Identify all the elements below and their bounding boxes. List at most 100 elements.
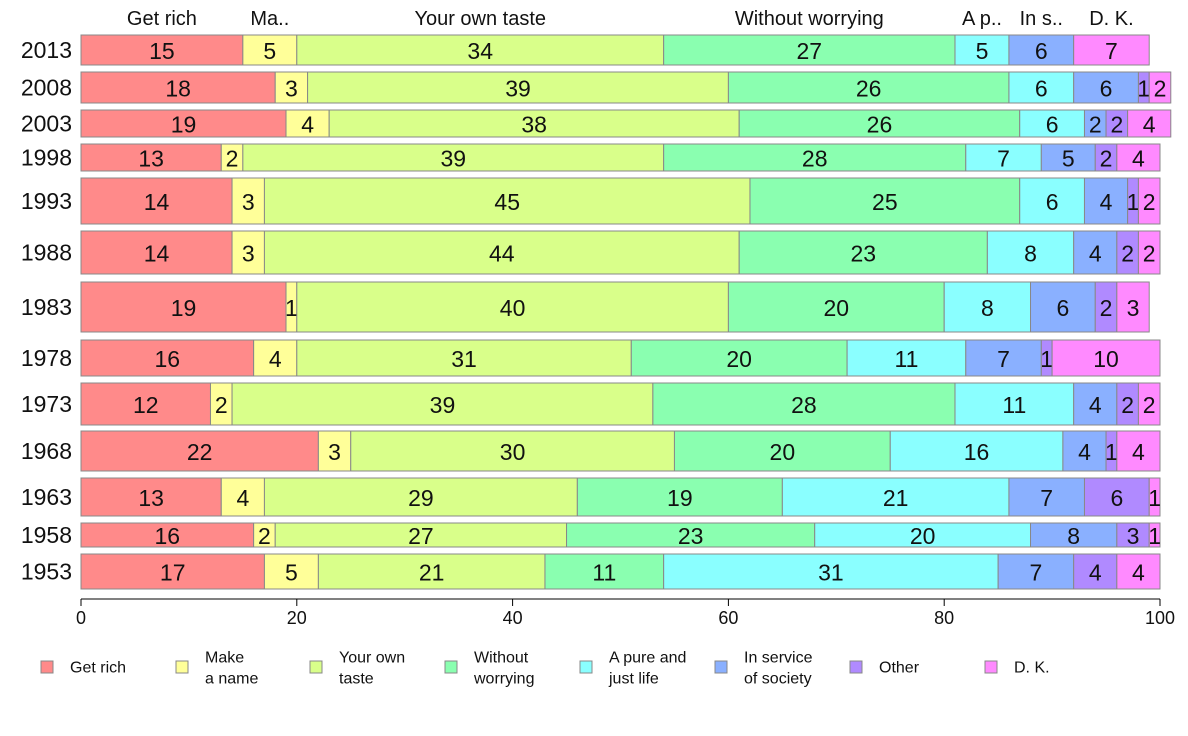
bar-segment <box>1008 34 1075 66</box>
bar-segment <box>80 34 244 66</box>
segment-value-label: 39 <box>440 146 466 172</box>
bar-segment <box>1073 71 1139 104</box>
segment-value-label: 13 <box>138 146 164 172</box>
bar-segment <box>1073 34 1150 66</box>
segment-value-label: 45 <box>494 189 520 215</box>
segment-value-label: 23 <box>678 523 704 549</box>
year-label: 1963 <box>21 484 72 510</box>
segment-value-label: 25 <box>872 189 898 215</box>
segment-value-label: 4 <box>1132 560 1145 586</box>
segment-value-label: 1 <box>1040 346 1053 372</box>
segment-value-label: 16 <box>155 346 181 372</box>
segment-value-label: 3 <box>1127 295 1140 321</box>
segment-value-label: 5 <box>1062 146 1075 172</box>
legend-label: Other <box>879 660 920 677</box>
bar-segment <box>263 230 740 275</box>
bar-segment <box>630 339 848 377</box>
legend-swatch <box>714 660 728 674</box>
year-label: 1998 <box>21 145 72 171</box>
bar-segment <box>80 430 319 472</box>
segment-value-label: 14 <box>144 189 170 215</box>
bar-segment <box>307 71 729 104</box>
bar-segment <box>1073 230 1118 275</box>
bar-segment <box>1030 281 1096 333</box>
bar-segment <box>1127 109 1172 138</box>
bar-segment <box>80 71 276 104</box>
segment-value-label: 19 <box>171 112 197 138</box>
segment-value-label: 11 <box>592 560 616 586</box>
bar-segment <box>576 477 783 517</box>
year-label: 1983 <box>21 294 72 320</box>
segment-value-label: 6 <box>1056 295 1069 321</box>
bar-segment <box>749 177 1021 225</box>
bar-segment <box>1040 143 1096 172</box>
bar-segment <box>1137 177 1161 225</box>
segment-value-label: 27 <box>797 38 823 64</box>
legend-label: a name <box>205 671 258 688</box>
segment-value-label: 4 <box>269 346 282 372</box>
segment-value-label: 16 <box>155 523 181 549</box>
legend-label: just life <box>608 671 659 688</box>
segment-value-label: 4 <box>1089 392 1102 418</box>
segment-value-label: 4 <box>1132 439 1145 465</box>
bar-segment <box>350 430 675 472</box>
bar-segment <box>263 177 751 225</box>
bar-segment <box>242 34 298 66</box>
legend-label: Your own <box>339 650 405 667</box>
top-segment-label: Without worrying <box>735 8 884 30</box>
bar-segment <box>80 230 233 275</box>
year-label: 1978 <box>21 345 72 371</box>
segment-value-label: 3 <box>285 76 298 102</box>
segment-value-label: 19 <box>667 485 693 511</box>
segment-value-label: 13 <box>138 485 164 511</box>
segment-value-label: 4 <box>1089 241 1102 267</box>
bar-segment <box>1073 382 1118 426</box>
bar-segment <box>80 281 287 333</box>
bar-segment <box>317 553 546 590</box>
segment-value-label: 3 <box>1127 523 1140 549</box>
segment-value-label: 1 <box>1137 76 1150 102</box>
segment-value-label: 10 <box>1093 346 1119 372</box>
top-segment-label: In s.. <box>1020 8 1063 30</box>
x-tick-label: 80 <box>934 608 954 628</box>
segment-value-label: 6 <box>1046 112 1059 138</box>
legend-label: D. K. <box>1014 660 1050 677</box>
segment-value-label: 2 <box>258 523 271 549</box>
x-tick-label: 100 <box>1145 608 1175 628</box>
bar-segment <box>673 430 891 472</box>
bar-segment <box>296 339 632 377</box>
x-tick-label: 0 <box>76 608 86 628</box>
top-segment-label: Ma.. <box>250 8 289 30</box>
bar-segment <box>889 430 1064 472</box>
top-segment-label: Your own taste <box>414 8 546 30</box>
bar-segment <box>220 477 265 517</box>
segment-value-label: 8 <box>1067 523 1080 549</box>
year-label: 1968 <box>21 438 72 464</box>
segment-value-label: 26 <box>867 112 893 138</box>
x-tick-label: 40 <box>503 608 523 628</box>
bar-segment <box>965 143 1042 172</box>
bar-segment <box>727 281 945 333</box>
segment-value-label: 28 <box>802 146 828 172</box>
legend-label: of society <box>744 671 812 688</box>
segment-value-label: 18 <box>165 76 191 102</box>
year-label: 2013 <box>21 37 72 63</box>
segment-value-label: 2 <box>1110 112 1123 138</box>
segment-value-label: 12 <box>133 392 159 418</box>
bar-segment <box>814 522 1032 548</box>
segment-value-label: 31 <box>818 560 844 586</box>
bar-segment <box>965 339 1042 377</box>
top-segment-label: D. K. <box>1089 8 1133 30</box>
bar-segment <box>738 109 1021 138</box>
bar-segment <box>1116 430 1161 472</box>
year-label: 1958 <box>21 522 72 548</box>
segment-value-label: 4 <box>236 485 249 511</box>
segment-value-label: 6 <box>1100 76 1113 102</box>
bar-segment <box>1083 177 1129 225</box>
legend-label: Get rich <box>70 660 126 677</box>
segment-value-label: 34 <box>467 38 493 64</box>
segment-value-label: 5 <box>285 560 298 586</box>
segment-value-label: 2 <box>1100 146 1113 172</box>
legend-label: Without <box>474 650 529 667</box>
segment-value-label: 14 <box>144 241 170 267</box>
